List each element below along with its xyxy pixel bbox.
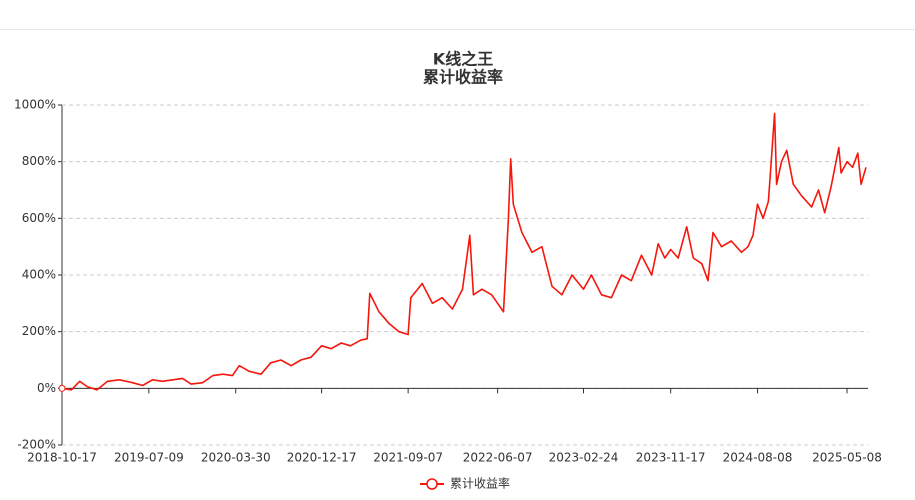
y-tick-label: -200%	[17, 438, 56, 452]
y-tick-label: 1000%	[14, 98, 56, 112]
legend-label: 累计收益率	[450, 476, 510, 491]
start-marker	[58, 384, 66, 392]
y-tick-label: 0%	[37, 381, 56, 395]
x-tick-label: 2020-12-17	[287, 451, 357, 465]
x-tick-label: 2024-08-08	[723, 451, 793, 465]
x-tick-label: 2021-09-07	[373, 451, 443, 465]
chart-subtitle: 累计收益率	[423, 68, 503, 87]
x-tick-label: 2023-11-17	[636, 451, 706, 465]
x-tick-label: 2023-02-24	[549, 451, 619, 465]
legend-marker	[426, 478, 438, 490]
chart-title: K线之王	[433, 50, 493, 69]
x-tick-label: 2022-06-07	[463, 451, 533, 465]
y-tick-label: 400%	[22, 268, 56, 282]
x-tick-label: 2020-03-30	[201, 451, 271, 465]
series-line	[61, 112, 867, 391]
y-tick-label: 800%	[22, 154, 56, 168]
y-tick-label: 600%	[22, 211, 56, 225]
x-tick-label: 2019-07-09	[114, 451, 184, 465]
x-tick-label: 2018-10-17	[27, 451, 97, 465]
y-tick-label: 200%	[22, 324, 56, 338]
x-tick-label: 2025-05-08	[812, 451, 882, 465]
